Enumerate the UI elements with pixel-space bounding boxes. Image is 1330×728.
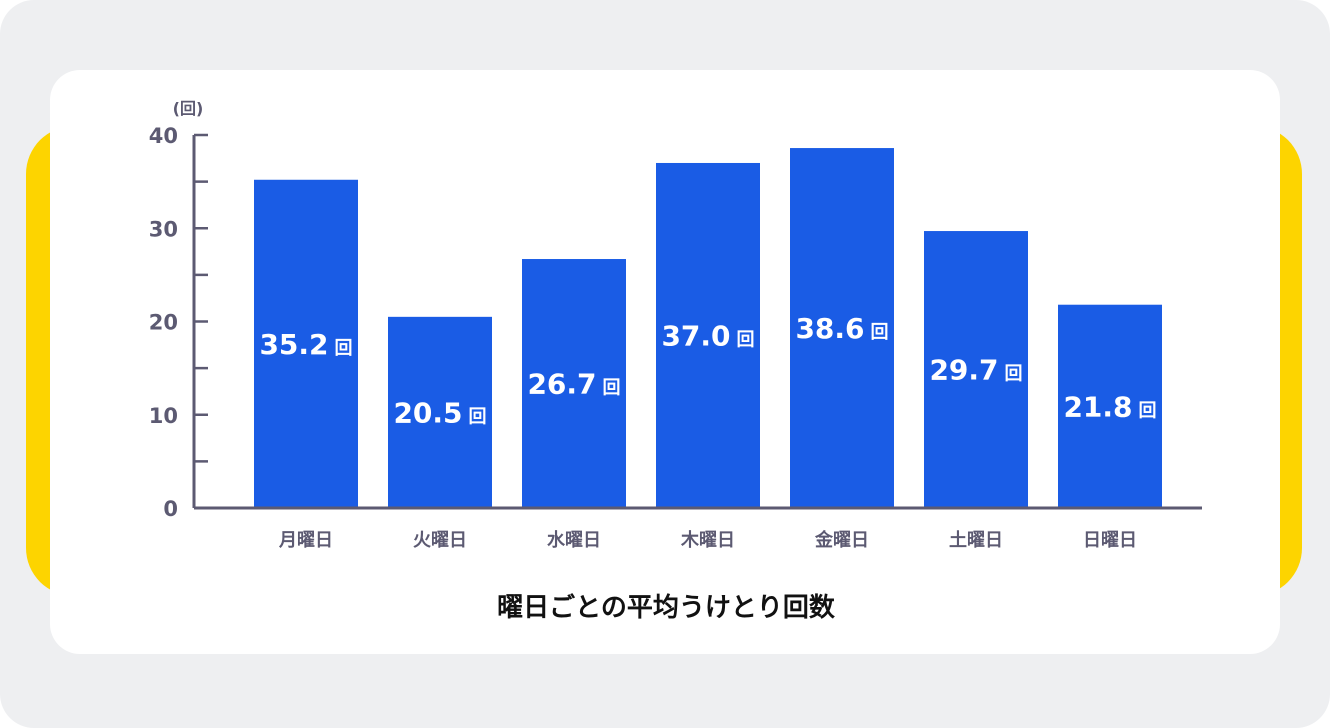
bars-layer: 35.2 回 20.5 回 26.7 回 37.0 回 38.6 回 29.7 回 21.8 回 [254,148,1162,509]
y-tick-label: 20 [149,311,178,335]
data-label: 35.2 回 [259,328,352,361]
data-label-unit: 回 [1005,364,1023,385]
x-tick-label: 火曜日 [413,530,467,551]
y-tick-label: 30 [149,217,178,241]
data-label-unit: 回 [871,322,889,343]
x-tick-label: 月曜日 [278,530,333,551]
y-tick-label: 10 [149,404,178,428]
bar-日曜日 [1058,304,1162,508]
data-label: 37.0 回 [661,319,754,352]
bar-金曜日 [790,148,894,508]
y-tick-label: 40 [149,124,178,148]
chart-title: 曜日ごとの平均うけとり回数 [497,592,836,623]
data-label-value: 29.7 [929,354,998,387]
bar-水曜日 [522,259,626,508]
data-label-value: 21.8 [1063,390,1132,423]
data-label-value: 26.7 [527,368,596,401]
data-label-value: 38.6 [795,312,864,345]
x-tick-label: 日曜日 [1083,530,1137,551]
data-label-unit: 回 [335,338,353,359]
bar-木曜日 [656,162,760,508]
data-label: 26.7 回 [527,368,620,401]
x-tick-label: 金曜日 [814,529,869,551]
bar-土曜日 [924,231,1028,509]
bar-火曜日 [388,316,492,508]
data-label-unit: 回 [603,378,621,399]
data-label-unit: 回 [1139,400,1157,421]
data-label-unit: 回 [737,329,755,350]
data-label: 38.6 回 [795,312,888,345]
data-label-unit: 回 [469,406,487,427]
data-label-value: 37.0 [661,319,730,352]
x-tick-label: 木曜日 [680,529,735,551]
bar-月曜日 [254,179,358,508]
y-tick-label: 0 [163,497,178,521]
data-label: 29.7 回 [929,354,1022,387]
x-tick-label: 土曜日 [949,530,1003,551]
data-label: 20.5 回 [393,396,486,429]
y-axis-unit-label: (回) [173,99,204,118]
data-label-value: 35.2 [259,328,328,361]
x-tick-label: 水曜日 [547,529,601,551]
data-label-value: 20.5 [393,396,462,429]
data-label: 21.8 回 [1063,390,1156,423]
axis-layer: 月曜日 火曜日 水曜日 木曜日 金曜日 土曜日 日曜日 0 10 20 30 40 [149,124,1202,551]
